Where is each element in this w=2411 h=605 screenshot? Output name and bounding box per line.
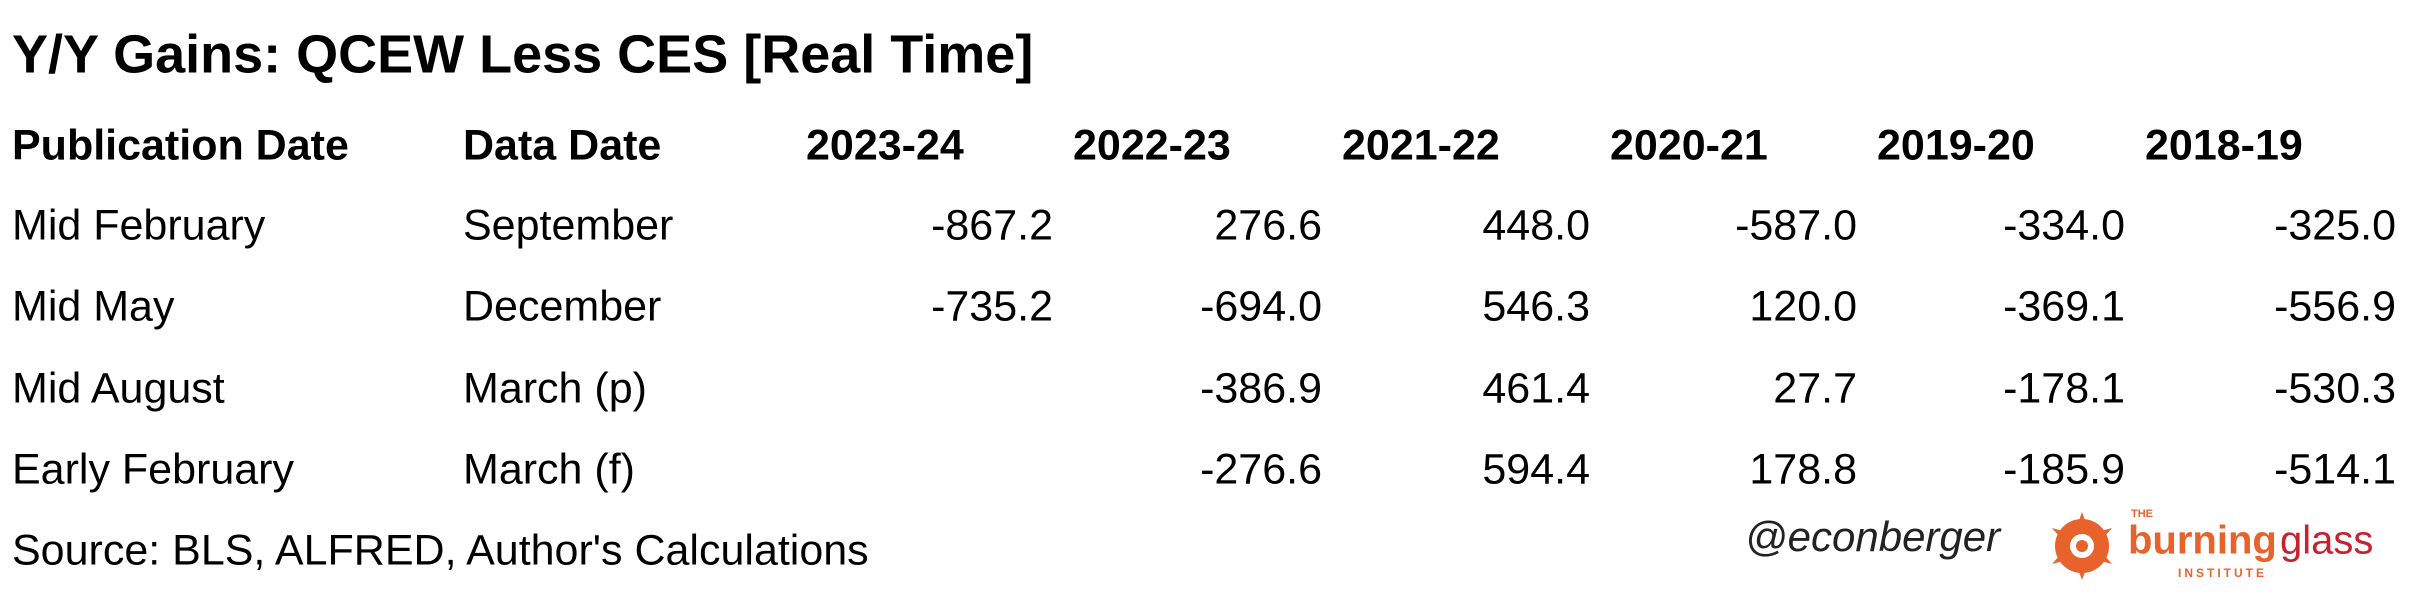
cell-value: -587.0 (1735, 201, 1857, 249)
column-header: 2022-23 (1073, 121, 1231, 169)
logo-word1: burning (2128, 519, 2277, 563)
cell-value: 276.6 (1214, 201, 1322, 249)
row-label: Mid May (12, 282, 175, 330)
logo: THE burning glass INSTITUTE (2052, 508, 2373, 580)
column-header: 2020-21 (1610, 121, 1768, 169)
cell-value: -514.1 (2274, 445, 2396, 493)
cell-value: -386.9 (1200, 364, 1322, 412)
row-label: December (463, 282, 661, 330)
cell-value: -334.0 (2003, 201, 2125, 249)
column-header: 2021-22 (1342, 121, 1500, 169)
cell-value: 178.8 (1749, 445, 1857, 493)
column-header: 2023-24 (806, 121, 964, 169)
logo-word2: glass (2280, 519, 2373, 563)
cell-value: -735.2 (931, 282, 1053, 330)
cell-value: 27.7 (1773, 364, 1857, 412)
logo-top: THE (2131, 508, 2153, 520)
row-label: Early February (12, 445, 294, 493)
column-header: 2019-20 (1877, 121, 2035, 169)
cell-value: -178.1 (2003, 364, 2125, 412)
source: Source: BLS, ALFRED, Author's Calculatio… (12, 526, 869, 574)
cell-value: 546.3 (1482, 282, 1590, 330)
cell-value: -185.9 (2003, 445, 2125, 493)
cell-value: -694.0 (1200, 282, 1322, 330)
cell-value: 461.4 (1482, 364, 1590, 412)
row-label: Mid August (12, 364, 225, 412)
row-label: March (f) (463, 445, 635, 493)
row-label: September (463, 201, 673, 249)
cell-value: -276.6 (1200, 445, 1322, 493)
logo-bottom: INSTITUTE (2178, 566, 2267, 580)
logo-icon (2052, 512, 2112, 580)
cell-value: 448.0 (1482, 201, 1590, 249)
cell-value: -530.3 (2274, 364, 2396, 412)
row-label: March (p) (463, 364, 647, 412)
column-header: Publication Date (12, 121, 349, 169)
cell-value: -556.9 (2274, 282, 2396, 330)
row-label: Mid February (12, 201, 266, 249)
column-header: Data Date (463, 121, 661, 169)
cell-value: 120.0 (1749, 282, 1857, 330)
column-header: 2018-19 (2145, 121, 2303, 169)
cell-value: -369.1 (2003, 282, 2125, 330)
cell-value: -867.2 (931, 201, 1053, 249)
cell-value: -325.0 (2274, 201, 2396, 249)
title: Y/Y Gains: QCEW Less CES [Real Time] (12, 24, 1033, 84)
handle: @econberger (1745, 513, 2002, 560)
cell-value: 594.4 (1482, 445, 1590, 493)
